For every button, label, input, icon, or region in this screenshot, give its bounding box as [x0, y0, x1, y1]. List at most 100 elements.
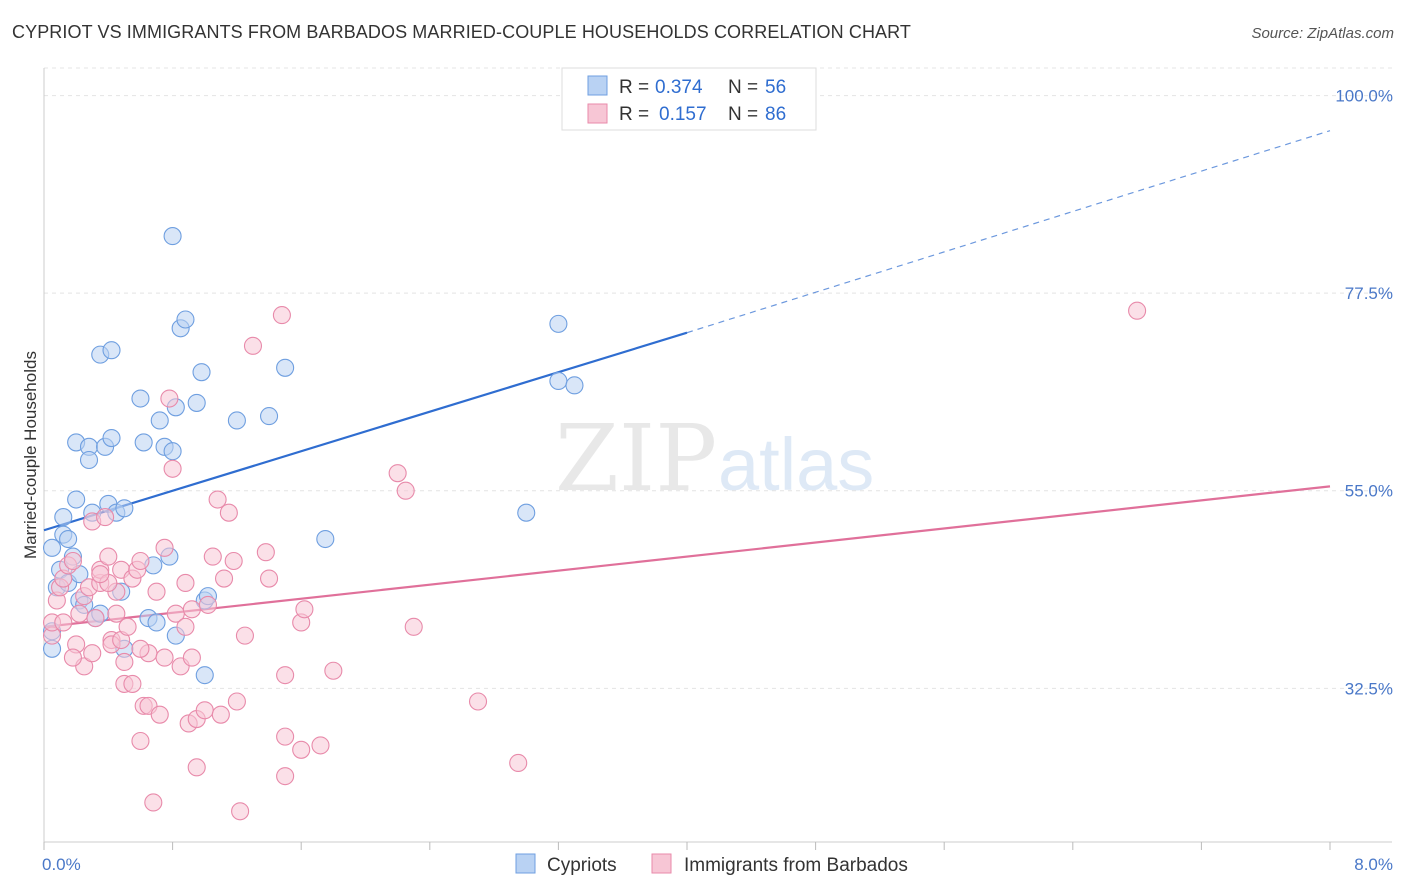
cypriot-point — [59, 529, 78, 549]
cypriot-point — [176, 310, 195, 329]
barbados-point — [150, 705, 169, 724]
barbados-point — [118, 617, 137, 636]
cypriot-point — [54, 508, 73, 527]
barbados-point — [198, 595, 218, 614]
barbados-point — [311, 736, 330, 755]
barbados-point — [272, 306, 291, 325]
cypriot-point — [134, 433, 153, 452]
cypriot-point — [147, 613, 166, 632]
barbados-point — [259, 569, 279, 588]
barbados-point — [227, 692, 246, 711]
barbados-point — [509, 753, 528, 773]
barbados-point — [63, 648, 82, 667]
legend-r-label-2: R = — [619, 104, 649, 125]
cypriot-point — [195, 666, 214, 685]
barbados-point — [224, 551, 243, 571]
series-legend: Cypriots Immigrants from Barbados — [515, 853, 908, 876]
barbados-point — [208, 490, 227, 509]
cypriot-point — [316, 529, 335, 549]
cypriot-point — [227, 411, 246, 430]
x-tick-label-max: 8.0% — [1354, 855, 1393, 874]
watermark: ZIP atlas — [555, 405, 874, 512]
legend-n-value-2: 86 — [765, 104, 786, 125]
barbados-point — [131, 639, 150, 658]
barbados-point — [388, 464, 407, 483]
barbados-point — [292, 740, 311, 759]
barbados-point — [295, 600, 314, 619]
barbados-point — [155, 538, 174, 557]
y-tick-label: 55.0% — [1345, 482, 1393, 501]
barbados-point — [219, 503, 238, 522]
legend-n-label-1: N = — [728, 77, 758, 98]
cypriot-point — [192, 363, 211, 382]
correlation-legend: R = 0.374 N = 56 R = 0.157 N = 86 — [561, 67, 817, 131]
barbados-point — [123, 674, 142, 693]
gridlines — [44, 67, 1392, 689]
legend-n-label-2: N = — [728, 104, 758, 125]
cypriot-point — [187, 393, 206, 412]
barbados-point — [231, 802, 250, 821]
barbados-point — [131, 551, 150, 571]
legend-r-label-1: R = — [619, 77, 649, 98]
barbados-point — [404, 617, 423, 636]
cypriot-point — [565, 376, 584, 395]
barbados-point — [195, 701, 214, 720]
barbados-trend-line — [43, 485, 1331, 628]
barbados-point — [115, 652, 134, 672]
legend-swatch-cypriots — [587, 75, 608, 96]
cypriot-trend-extension — [686, 130, 1331, 334]
cypriot-point — [79, 450, 99, 470]
cypriot-trend-line — [43, 331, 688, 532]
series-legend-label-barbados: Immigrants from Barbados — [684, 855, 908, 876]
barbados-point — [155, 648, 174, 667]
cypriot-point — [42, 538, 62, 557]
barbados-point — [214, 569, 234, 588]
barbados-point — [182, 600, 201, 619]
barbados-point — [91, 565, 110, 584]
barbados-point — [1128, 301, 1147, 320]
barbados-point — [256, 543, 275, 562]
cypriot-point — [150, 411, 169, 430]
barbados-point — [83, 644, 102, 663]
scatter-points — [42, 227, 1147, 821]
barbados-point — [63, 551, 82, 571]
barbados-point — [54, 613, 73, 632]
barbados-point — [276, 666, 295, 685]
cypriot-point — [276, 358, 295, 377]
source-label: Source: ZipAtlas.com — [1251, 25, 1394, 42]
barbados-point — [86, 609, 105, 628]
barbados-point — [182, 648, 201, 667]
watermark-zip: ZIP — [555, 405, 717, 512]
cypriot-point — [102, 341, 121, 360]
cypriot-point — [102, 428, 121, 448]
cypriot-point — [163, 227, 182, 246]
series-legend-swatch-cypriots — [515, 853, 536, 874]
barbados-point — [163, 459, 182, 478]
trend-lines — [43, 130, 1331, 628]
cypriot-point — [549, 371, 568, 391]
barbados-point — [211, 705, 230, 724]
y-axis-label: Married-couple Households — [21, 351, 40, 559]
chart-title: CYPRIOT VS IMMIGRANTS FROM BARBADOS MARR… — [12, 22, 912, 42]
series-legend-swatch-barbados — [651, 853, 672, 874]
cypriot-point — [549, 314, 568, 333]
cypriot-point — [163, 442, 182, 461]
legend-r-value-1: 0.374 — [655, 77, 703, 98]
barbados-point — [468, 692, 488, 711]
cypriot-point — [259, 407, 279, 426]
barbados-point — [276, 767, 295, 786]
watermark-atlas: atlas — [718, 423, 874, 506]
y-tick-label: 32.5% — [1345, 679, 1393, 698]
barbados-point — [160, 389, 179, 408]
x-tick-label-min: 0.0% — [42, 855, 81, 874]
barbados-point — [70, 604, 89, 623]
y-tick-labels: 32.5% 55.0% 77.5% 100.0% — [1335, 87, 1393, 699]
cypriot-point — [517, 503, 536, 522]
barbados-point — [276, 727, 295, 746]
barbados-point — [203, 547, 222, 566]
barbados-point — [176, 573, 195, 592]
barbados-point — [235, 626, 254, 645]
series-legend-label-cypriots: Cypriots — [547, 855, 617, 876]
barbados-point — [396, 481, 415, 500]
